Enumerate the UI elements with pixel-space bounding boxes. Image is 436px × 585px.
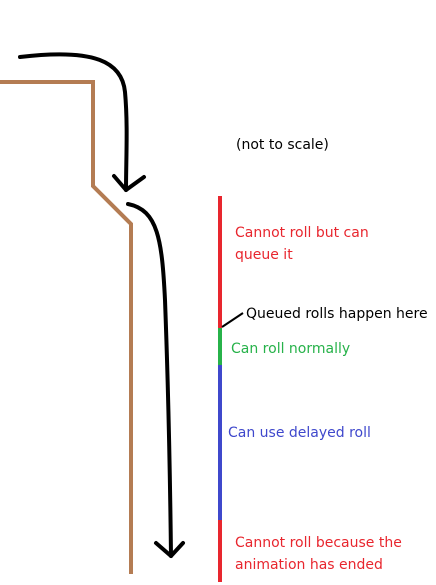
callout-pointer	[221, 312, 244, 328]
fall-arrow-head	[112, 174, 146, 192]
fall-arrow-path	[18, 52, 129, 192]
drop-arrow-path	[126, 202, 173, 558]
wall-outline	[0, 80, 133, 574]
scale-note: (not to scale)	[236, 137, 329, 153]
drop-arrow-head	[154, 541, 185, 558]
label-roll-ended: Cannot roll because the animation has en…	[235, 535, 402, 573]
label-can-roll-normally: Can roll normally	[231, 341, 351, 357]
label-queued-rolls: Queued rolls happen here	[246, 306, 428, 322]
label-cannot-roll-queue: Cannot roll but can queue it	[235, 225, 369, 263]
label-delayed-roll: Can use delayed roll	[228, 425, 371, 441]
